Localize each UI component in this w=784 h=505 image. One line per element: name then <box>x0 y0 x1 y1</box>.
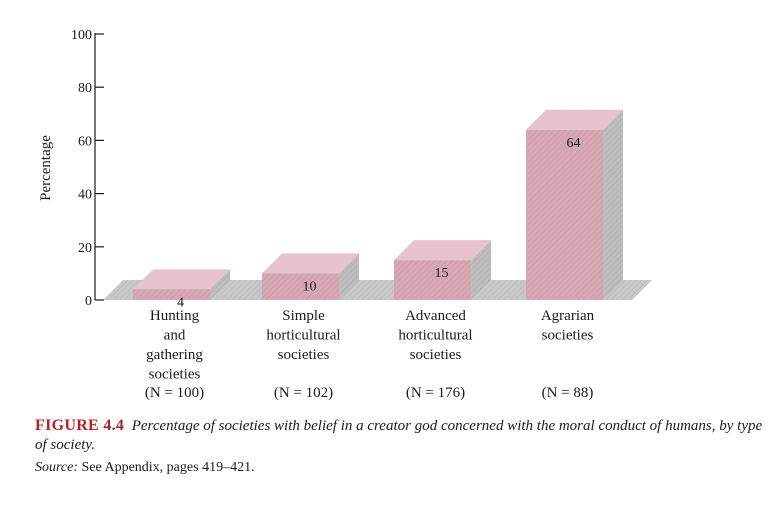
y-axis-title: Percentage <box>38 135 54 201</box>
bar-side-face <box>603 109 623 300</box>
bar-side-face <box>471 240 491 300</box>
bar-side-face <box>339 253 359 300</box>
y-tick-label: 60 <box>78 134 92 149</box>
category-labels: Hunting and gathering societies (N = 100) Sim… <box>145 308 595 401</box>
bar-value-label: 64 <box>567 136 581 151</box>
category-name-line: Simple <box>282 308 325 324</box>
figure-caption: FIGURE 4.4 Percentage of societies with … <box>35 416 765 455</box>
bar-top-face <box>526 109 623 130</box>
y-axis: 0 20 40 60 80 100 <box>71 28 104 309</box>
y-tick-label: 100 <box>71 28 92 43</box>
bar-front-face <box>133 289 210 300</box>
bar-4: 64 <box>526 109 623 300</box>
category-label-4: Agrarian societies (N = 88) <box>541 308 595 401</box>
figure-caption-text: Percentage of societies with belief in a… <box>35 418 763 453</box>
category-name-line: Advanced <box>405 308 466 324</box>
chart-floor <box>103 280 652 300</box>
bar-top-face <box>133 269 230 290</box>
category-name-line: societies <box>149 367 201 383</box>
category-name-line: societies <box>410 347 462 363</box>
category-n-label: (N = 102) <box>274 385 333 401</box>
category-n-label: (N = 176) <box>406 385 465 401</box>
category-name-line: societies <box>278 347 330 363</box>
source-label: Source: <box>35 460 79 475</box>
category-name-line: societies <box>542 328 594 344</box>
bar-1: 4 <box>133 269 230 310</box>
bar-3: 15 <box>394 240 491 300</box>
category-name-line: horticultural <box>266 328 340 344</box>
bar-2: 10 <box>262 253 359 300</box>
category-name-line: Hunting <box>150 308 200 324</box>
bar-value-label: 4 <box>177 295 184 310</box>
bar-top-face <box>394 240 491 261</box>
bar-side-face <box>210 269 230 300</box>
category-name-line: and <box>164 328 186 344</box>
category-n-label: (N = 88) <box>542 385 594 401</box>
bar-value-label: 15 <box>435 266 449 281</box>
source-text: See Appendix, pages 419–421. <box>81 460 255 475</box>
category-name-line: Agrarian <box>541 308 595 324</box>
category-n-label: (N = 100) <box>145 385 204 401</box>
category-label-1: Hunting and gathering societies (N = 100) <box>145 308 204 401</box>
figure-source: Source: See Appendix, pages 419–421. <box>35 460 255 476</box>
bar-front-face <box>262 273 339 300</box>
bars: 4 10 15 64 <box>133 109 623 310</box>
bar-value-label: 10 <box>303 279 317 294</box>
category-label-3: Advanced horticultural societies (N = 176) <box>398 308 472 401</box>
y-tick-label: 0 <box>85 294 92 309</box>
bar-top-face <box>262 253 359 274</box>
y-tick-label: 20 <box>78 241 92 256</box>
bar-front-face <box>526 129 603 300</box>
category-name-line: gathering <box>146 347 203 363</box>
bar-front-face <box>394 260 471 300</box>
figure-number: FIGURE 4.4 <box>35 417 125 434</box>
category-label-2: Simple horticultural societies (N = 102) <box>266 308 340 401</box>
floor-surface <box>103 280 652 300</box>
y-tick-label: 40 <box>78 188 92 203</box>
y-tick-label: 80 <box>78 81 92 96</box>
category-name-line: horticultural <box>398 328 472 344</box>
